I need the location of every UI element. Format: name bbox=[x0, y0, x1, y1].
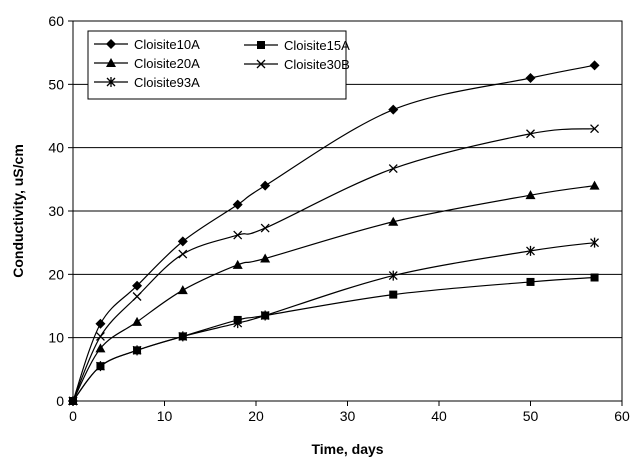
point-cloisite30b-0 bbox=[68, 396, 78, 406]
x-tick-label-10: 10 bbox=[157, 408, 173, 424]
point-cloisite10a-5 bbox=[260, 180, 271, 191]
series-line-cloisite10a bbox=[72, 64, 595, 402]
series-line-cloisite93a bbox=[72, 242, 595, 402]
point-cloisite30b-4 bbox=[233, 230, 243, 240]
series-cloisite15a bbox=[69, 273, 599, 405]
x-axis-title: Time, days bbox=[311, 441, 383, 457]
legend-marker-cloisite10a bbox=[106, 39, 116, 49]
point-cloisite93a-8 bbox=[590, 237, 600, 248]
point-cloisite20a-6 bbox=[388, 216, 399, 226]
point-cloisite20a-2 bbox=[132, 316, 143, 326]
y-tick-label-10: 10 bbox=[48, 330, 64, 346]
legend-marker-cloisite93a bbox=[106, 77, 116, 87]
y-tick-label-0: 0 bbox=[56, 393, 64, 409]
point-cloisite10a-3 bbox=[177, 236, 188, 247]
series-cloisite10a bbox=[68, 60, 600, 406]
series-layer bbox=[68, 60, 600, 406]
legend-item-cloisite15a: Cloisite15A bbox=[244, 38, 350, 53]
y-tick-label-20: 20 bbox=[48, 266, 64, 282]
legend-item-cloisite93a: Cloisite93A bbox=[94, 75, 200, 90]
point-cloisite20a-4 bbox=[232, 259, 243, 269]
point-cloisite15a-2 bbox=[133, 346, 142, 355]
legend-label-cloisite10a: Cloisite10A bbox=[134, 37, 200, 52]
point-cloisite93a-7 bbox=[526, 245, 535, 256]
y-tick-labels: 0 10 20 30 40 50 60 bbox=[48, 13, 64, 409]
point-cloisite20a-3 bbox=[177, 285, 188, 295]
point-cloisite15a-7 bbox=[526, 277, 535, 286]
y-axis-title: Conductivity, uS/cm bbox=[10, 144, 26, 278]
axis-ticks bbox=[68, 20, 623, 406]
point-cloisite20a-5 bbox=[260, 253, 271, 263]
legend-item-cloisite20a: Cloisite20A bbox=[94, 56, 200, 71]
point-cloisite15a-4 bbox=[233, 315, 242, 324]
point-cloisite20a-8 bbox=[589, 180, 600, 190]
legend: Cloisite10A Cloisite20A Cloisite93A Cloisit… bbox=[87, 30, 350, 100]
x-tick-label-0: 0 bbox=[69, 408, 77, 424]
y-tick-label-40: 40 bbox=[48, 140, 64, 156]
point-cloisite30b-8 bbox=[590, 124, 600, 134]
point-cloisite20a-7 bbox=[525, 190, 536, 200]
point-cloisite10a-7 bbox=[525, 73, 536, 83]
point-cloisite30b-3 bbox=[178, 249, 188, 259]
point-cloisite10a-4 bbox=[232, 199, 243, 210]
point-cloisite30b-7 bbox=[526, 129, 535, 139]
point-cloisite15a-8 bbox=[590, 273, 599, 282]
legend-label-cloisite15a: Cloisite15A bbox=[284, 38, 350, 53]
point-cloisite15a-3 bbox=[178, 332, 187, 341]
legend-marker-cloisite20a bbox=[106, 58, 116, 67]
point-cloisite20a-1 bbox=[95, 343, 106, 353]
legend-item-cloisite10a: Cloisite10A bbox=[94, 37, 200, 52]
point-cloisite10a-6 bbox=[388, 104, 399, 115]
x-tick-label-20: 20 bbox=[248, 408, 264, 424]
y-tick-label-60: 60 bbox=[48, 13, 64, 29]
point-cloisite10a-8 bbox=[589, 60, 600, 71]
legend-box bbox=[87, 30, 347, 100]
legend-marker-cloisite30b bbox=[256, 59, 266, 69]
x-tick-label-60: 60 bbox=[614, 408, 630, 424]
legend-marker-cloisite15a bbox=[257, 41, 265, 49]
x-tick-labels: 0 10 20 30 40 50 60 bbox=[69, 408, 630, 424]
legend-label-cloisite30b: Cloisite30B bbox=[284, 57, 350, 72]
legend-label-cloisite20a: Cloisite20A bbox=[134, 56, 200, 71]
series-cloisite93a bbox=[68, 237, 600, 406]
point-cloisite15a-5 bbox=[261, 311, 270, 320]
series-line-cloisite15a bbox=[72, 276, 595, 402]
x-tick-label-50: 50 bbox=[523, 408, 539, 424]
series-line-cloisite20a bbox=[72, 185, 595, 402]
point-cloisite15a-1 bbox=[96, 362, 105, 371]
series-cloisite20a bbox=[68, 180, 600, 405]
point-cloisite30b-2 bbox=[132, 292, 142, 301]
point-cloisite30b-1 bbox=[95, 331, 105, 341]
point-cloisite15a-6 bbox=[389, 290, 398, 299]
series-line-cloisite30b bbox=[72, 128, 595, 402]
point-cloisite30b-6 bbox=[388, 164, 398, 174]
legend-item-cloisite30b: Cloisite30B bbox=[244, 57, 350, 72]
legend-label-cloisite93a: Cloisite93A bbox=[134, 75, 200, 90]
x-tick-label-30: 30 bbox=[340, 408, 356, 424]
point-cloisite10a-2 bbox=[132, 280, 143, 291]
series-cloisite30b bbox=[68, 124, 600, 406]
y-tick-label-50: 50 bbox=[48, 76, 64, 92]
point-cloisite30b-5 bbox=[260, 223, 270, 233]
x-tick-label-40: 40 bbox=[431, 408, 447, 424]
y-tick-label-30: 30 bbox=[48, 203, 64, 219]
point-cloisite10a-1 bbox=[95, 318, 106, 329]
point-cloisite93a-6 bbox=[388, 270, 398, 281]
